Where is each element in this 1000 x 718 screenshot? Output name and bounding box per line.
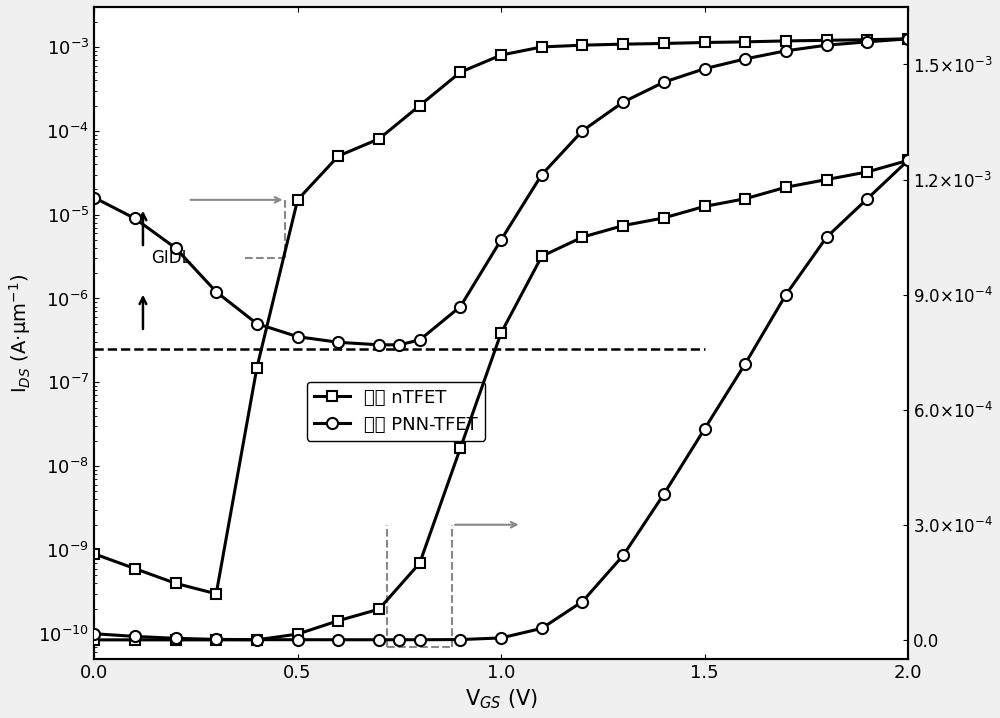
- 新型 nTFET: [902, 34, 914, 43]
- 常规 PNN-TFET: [576, 126, 588, 135]
- 新型 nTFET: [617, 39, 629, 48]
- 新型 nTFET: [780, 37, 792, 45]
- 新型 nTFET: [658, 39, 670, 48]
- 常规 PNN-TFET: [88, 193, 100, 202]
- Text: GIDL: GIDL: [151, 249, 191, 267]
- 常规 PNN-TFET: [495, 236, 507, 244]
- 常规 PNN-TFET: [332, 338, 344, 347]
- 常规 PNN-TFET: [393, 340, 405, 349]
- 常规 PNN-TFET: [414, 335, 426, 344]
- 新型 nTFET: [699, 38, 711, 47]
- 新型 nTFET: [332, 151, 344, 160]
- 常规 PNN-TFET: [129, 214, 141, 223]
- 常规 PNN-TFET: [454, 302, 466, 311]
- Legend: 新型 nTFET, 常规 PNN-TFET: 新型 nTFET, 常规 PNN-TFET: [307, 381, 485, 441]
- 新型 nTFET: [739, 37, 751, 46]
- Line: 新型 nTFET: 新型 nTFET: [89, 34, 913, 599]
- 新型 nTFET: [129, 564, 141, 573]
- 新型 nTFET: [210, 589, 222, 598]
- 新型 nTFET: [495, 51, 507, 60]
- 常规 PNN-TFET: [780, 47, 792, 55]
- 常规 PNN-TFET: [658, 78, 670, 86]
- Line: 常规 PNN-TFET: 常规 PNN-TFET: [89, 33, 914, 350]
- 新型 nTFET: [170, 579, 182, 587]
- 新型 nTFET: [536, 42, 548, 51]
- 常规 PNN-TFET: [821, 41, 833, 50]
- X-axis label: V$_{GS}$ (V): V$_{GS}$ (V): [465, 687, 538, 711]
- 常规 PNN-TFET: [902, 34, 914, 43]
- 常规 PNN-TFET: [617, 98, 629, 106]
- 新型 nTFET: [88, 549, 100, 558]
- 新型 nTFET: [821, 36, 833, 45]
- 常规 PNN-TFET: [536, 170, 548, 179]
- 新型 nTFET: [576, 41, 588, 50]
- 常规 PNN-TFET: [699, 65, 711, 73]
- 常规 PNN-TFET: [739, 55, 751, 63]
- 新型 nTFET: [373, 134, 385, 143]
- 常规 PNN-TFET: [292, 332, 304, 341]
- 新型 nTFET: [861, 35, 873, 44]
- 常规 PNN-TFET: [251, 320, 263, 328]
- 新型 nTFET: [292, 195, 304, 204]
- 常规 PNN-TFET: [170, 243, 182, 252]
- 新型 nTFET: [454, 68, 466, 77]
- 常规 PNN-TFET: [373, 340, 385, 349]
- 新型 nTFET: [251, 363, 263, 372]
- 新型 nTFET: [414, 101, 426, 110]
- 常规 PNN-TFET: [210, 287, 222, 296]
- 常规 PNN-TFET: [861, 37, 873, 46]
- Y-axis label: I$_{DS}$ (A·μm$^{-1}$): I$_{DS}$ (A·μm$^{-1}$): [7, 274, 33, 393]
